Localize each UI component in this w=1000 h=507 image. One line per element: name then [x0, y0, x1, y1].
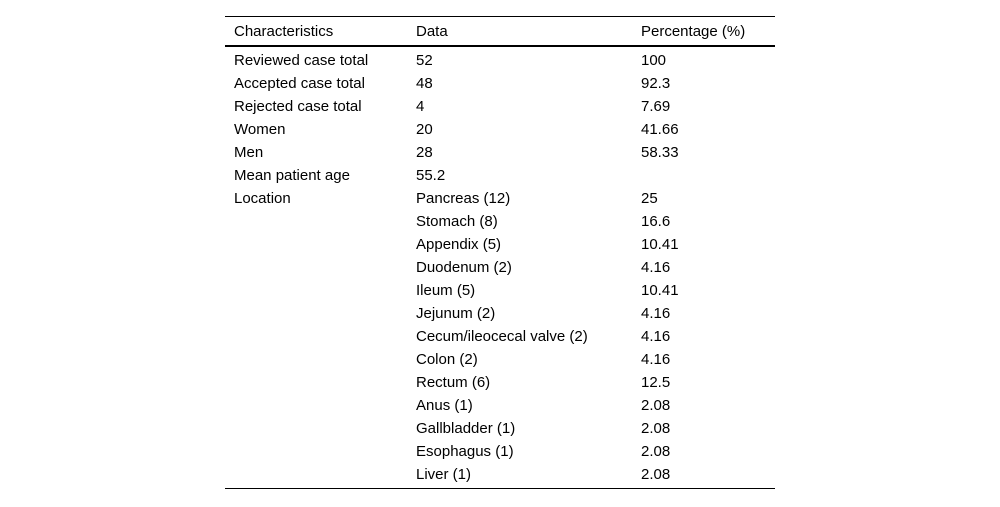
cell-percentage: 41.66: [641, 121, 679, 138]
cell-data: Pancreas (12): [416, 190, 511, 207]
table-row: Cecum/ileocecal valve (2) 4.16: [225, 325, 775, 348]
table-row: Anus (1) 2.08: [225, 394, 775, 417]
cell-characteristic: Men: [234, 144, 264, 161]
cell-percentage: 58.33: [641, 144, 679, 161]
cell-percentage: 4.16: [641, 259, 671, 276]
cell-percentage: 10.41: [641, 282, 679, 299]
column-header-data: Data: [416, 22, 448, 40]
cell-percentage: 92.3: [641, 75, 671, 92]
cell-data: 28: [416, 144, 433, 161]
column-header-characteristics: Characteristics: [234, 22, 334, 40]
cell-data: Anus (1): [416, 397, 473, 414]
cell-data: Cecum/ileocecal valve (2): [416, 328, 588, 345]
cell-data: Ileum (5): [416, 282, 476, 299]
table-header: Characteristics Data Percentage (%): [225, 16, 775, 47]
table-row: Rectum (6) 12.5: [225, 371, 775, 394]
cell-data: Esophagus (1): [416, 443, 514, 460]
cell-percentage: 2.08: [641, 397, 671, 414]
cell-data: Colon (2): [416, 351, 478, 368]
cell-data: Appendix (5): [416, 236, 502, 253]
cell-percentage: 2.08: [641, 420, 671, 437]
cell-data: 55.2: [416, 167, 446, 184]
table-row: Rejected case total 4 7.69: [225, 95, 775, 118]
cell-characteristic: Reviewed case total: [234, 52, 369, 69]
cell-percentage: 7.69: [641, 98, 671, 115]
table-row: Ileum (5) 10.41: [225, 279, 775, 302]
cell-characteristic: Rejected case total: [234, 98, 362, 115]
table-body: Reviewed case total 52 100 Accepted case to…: [225, 47, 775, 489]
table-row: Stomach (8) 16.6: [225, 210, 775, 233]
cell-percentage: 4.16: [641, 351, 671, 368]
cell-percentage: 2.08: [641, 443, 671, 460]
cell-data: Liver (1): [416, 466, 472, 483]
table-row: Jejunum (2) 4.16: [225, 302, 775, 325]
table-row: Esophagus (1) 2.08: [225, 440, 775, 463]
cell-data: 48: [416, 75, 433, 92]
cell-characteristic: Accepted case total: [234, 75, 365, 92]
table-row: Women 20 41.66: [225, 118, 775, 141]
table-header-row: Characteristics Data Percentage (%): [225, 17, 775, 45]
table-row: Duodenum (2) 4.16: [225, 256, 775, 279]
cell-percentage: 2.08: [641, 466, 671, 483]
table-row: Mean patient age 55.2: [225, 164, 775, 187]
cell-percentage: 25: [641, 190, 658, 207]
cell-data: Duodenum (2): [416, 259, 512, 276]
table-row: Reviewed case total 52 100: [225, 49, 775, 72]
table-row: Liver (1) 2.08: [225, 463, 775, 486]
cell-characteristic: Mean patient age: [234, 167, 350, 184]
cell-characteristic: Women: [234, 121, 286, 138]
table-row: Colon (2) 4.16: [225, 348, 775, 371]
characteristics-table: Characteristics Data Percentage (%) Revi…: [225, 16, 775, 489]
cell-percentage: 4.16: [641, 328, 671, 345]
table-row: Accepted case total 48 92.3: [225, 72, 775, 95]
cell-percentage: 4.16: [641, 305, 671, 322]
cell-percentage: 12.5: [641, 374, 671, 391]
cell-data: 52: [416, 52, 433, 69]
table-row: Location Pancreas (12) 25: [225, 187, 775, 210]
cell-percentage: 10.41: [641, 236, 679, 253]
cell-data: Stomach (8): [416, 213, 498, 230]
cell-percentage: 100: [641, 52, 667, 69]
cell-characteristic: Location: [234, 190, 291, 207]
table-row: Appendix (5) 10.41: [225, 233, 775, 256]
cell-data: Gallbladder (1): [416, 420, 516, 437]
cell-percentage: 16.6: [641, 213, 671, 230]
table-row: Gallbladder (1) 2.08: [225, 417, 775, 440]
column-header-percentage: Percentage (%): [641, 22, 746, 40]
cell-data: 20: [416, 121, 433, 138]
cell-data: Rectum (6): [416, 374, 491, 391]
table-row: Men 28 58.33: [225, 141, 775, 164]
cell-data: Jejunum (2): [416, 305, 496, 322]
cell-data: 4: [416, 98, 425, 115]
